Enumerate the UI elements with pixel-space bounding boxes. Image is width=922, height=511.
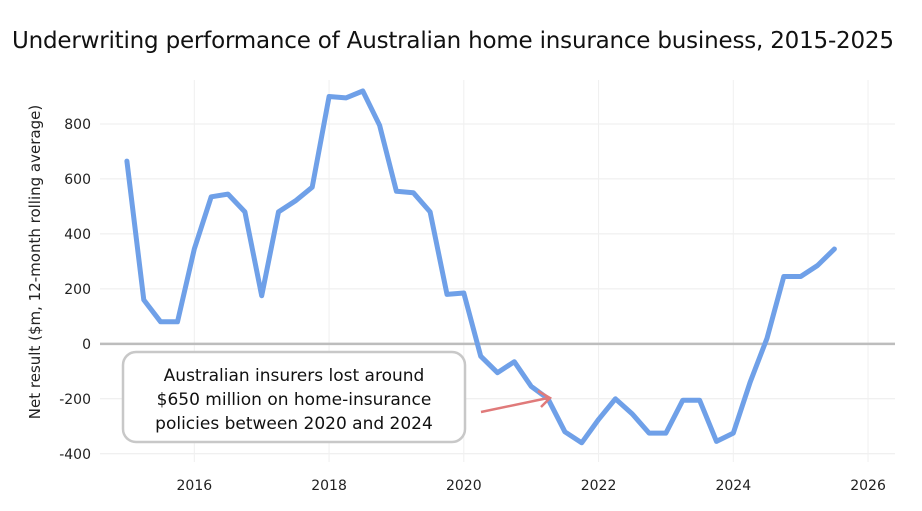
annotation: Australian insurers lost around $650 mil… <box>121 350 553 444</box>
tick-labels: -400 -200 0 200 400 600 800 2016 2018 2020 2022 202… <box>59 117 886 494</box>
y-tick-label: 600 <box>64 172 91 188</box>
series-line-0 <box>124 88 837 446</box>
x-tick-label: 2026 <box>850 478 886 494</box>
x-tick-label: 2020 <box>446 478 482 494</box>
annotation-line-1: Australian insurers lost around <box>164 366 425 386</box>
annotation-line-2: $650 million on home-insurance <box>157 390 432 410</box>
gridlines <box>100 80 895 462</box>
y-tick-label: 800 <box>64 117 91 133</box>
annotation-arrowhead <box>537 389 553 408</box>
series-layer <box>124 88 837 446</box>
annotation-arrow <box>480 396 549 414</box>
y-tick-label: 400 <box>64 227 91 243</box>
y-tick-label: -200 <box>59 392 91 408</box>
y-axis-label: Net result ($m, 12-month rolling average… <box>26 105 44 419</box>
y-tick-label: 200 <box>64 282 91 298</box>
x-tick-label: 2024 <box>715 478 751 494</box>
annotation-line-3: policies between 2020 and 2024 <box>155 414 433 434</box>
x-tick-label: 2018 <box>311 478 347 494</box>
x-tick-label: 2016 <box>177 478 213 494</box>
y-tick-label: 0 <box>82 337 91 353</box>
annotation-box <box>121 350 467 444</box>
chart-title: Underwriting performance of Australian h… <box>12 28 894 54</box>
x-tick-label: 2022 <box>581 478 617 494</box>
y-tick-label: -400 <box>59 447 91 463</box>
